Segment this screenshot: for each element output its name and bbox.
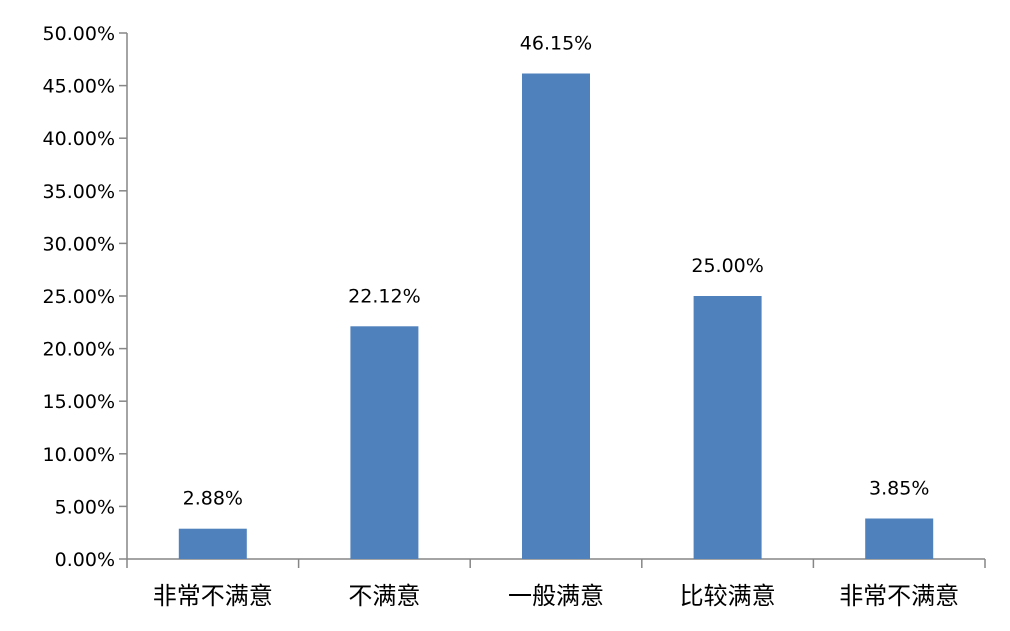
bar [350,326,419,559]
bar [865,518,934,559]
y-tick-label: 35.00% [43,181,115,203]
y-tick-label: 20.00% [43,339,115,361]
x-tick-label: 不满意 [348,582,420,610]
y-tick-label: 0.00% [55,549,115,571]
x-tick-label: 非常不满意 [839,582,959,610]
y-tick-label: 30.00% [43,233,115,255]
data-label: 25.00% [691,255,763,277]
data-label: 3.85% [869,477,929,499]
y-tick-label: 10.00% [43,444,115,466]
x-tick-label: 比较满意 [680,582,776,610]
bar-series [178,73,934,559]
bar [522,73,590,559]
y-tick-label: 5.00% [55,496,115,518]
x-tick-label: 非常不满意 [153,582,273,610]
y-tick-label: 45.00% [43,76,115,98]
data-labels: 2.88% 22.12% 46.15% 25.00% 3.85% [183,33,930,510]
y-tick-label: 50.00% [43,23,115,45]
bar [178,528,247,559]
x-tick-label: 一般满意 [508,582,604,610]
y-axis: 0.00% 5.00% 10.00% 15.00% 20.00% 25.00% 30.00%… [43,23,128,571]
data-label: 22.12% [348,285,420,307]
y-tick-label: 40.00% [43,128,115,150]
x-axis: 非常不满意 不满意 一般满意 比较满意 非常不满意 [126,558,986,610]
data-label: 2.88% [183,488,243,510]
y-tick-label: 15.00% [43,391,115,413]
bar [693,296,762,559]
data-label: 46.15% [520,33,592,55]
y-tick-label: 25.00% [43,286,115,308]
